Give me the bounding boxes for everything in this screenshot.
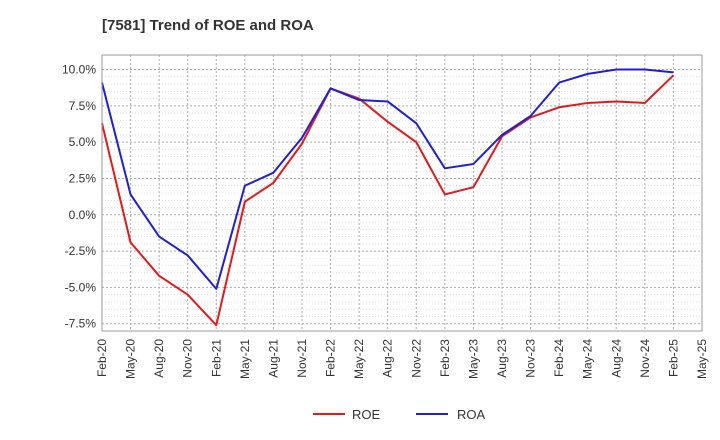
y-tick-label: 10.0% xyxy=(62,63,96,77)
grid-lines xyxy=(101,55,703,331)
x-tick-label: Feb-23 xyxy=(438,339,452,377)
y-tick-label: -5.0% xyxy=(65,280,97,294)
x-tick-label: Feb-22 xyxy=(324,339,338,377)
y-tick-labels: 10.0% 7.5% 5.0% 2.5% 0.0% -2.5% -5.0% -7.5% xyxy=(62,63,96,331)
x-tick-label: May-21 xyxy=(238,339,252,379)
legend-label-roa: ROA xyxy=(457,407,486,422)
series-line-roa xyxy=(101,68,674,290)
x-tick-label: Nov-21 xyxy=(295,339,309,378)
x-tick-label: May-23 xyxy=(466,339,480,379)
y-tick-label: 2.5% xyxy=(69,171,97,185)
y-tick-label: -7.5% xyxy=(65,317,97,331)
y-tick-label: 0.0% xyxy=(69,208,97,222)
x-tick-label: Aug-20 xyxy=(152,339,166,378)
x-tick-label: Aug-24 xyxy=(609,339,623,378)
x-tick-label: Aug-21 xyxy=(266,339,280,378)
series-lines xyxy=(101,68,675,327)
x-tick-label: Feb-25 xyxy=(666,339,680,377)
x-tick-label: Nov-23 xyxy=(524,339,538,378)
x-tick-label: Feb-20 xyxy=(95,339,109,377)
x-tick-label: Nov-20 xyxy=(181,339,195,378)
plot-frame xyxy=(101,54,703,332)
x-tick-label: Feb-24 xyxy=(552,339,566,377)
x-tick-label: May-22 xyxy=(352,339,366,379)
x-tick-label: May-24 xyxy=(581,339,595,379)
x-tick-label: Feb-21 xyxy=(209,339,223,377)
x-tick-label: May-25 xyxy=(695,339,709,379)
y-tick-label: -2.5% xyxy=(65,244,97,258)
x-tick-label: May-20 xyxy=(124,339,138,379)
x-tick-labels: Feb-20 May-20 Aug-20 Nov-20 Feb-21 May-21 Aug-… xyxy=(95,339,709,379)
x-tick-label: Nov-22 xyxy=(409,339,423,378)
chart-title: [7581] Trend of ROE and ROA xyxy=(102,17,314,34)
y-tick-label: 5.0% xyxy=(69,135,97,149)
legend: ROE ROA xyxy=(313,407,486,422)
x-tick-label: Aug-22 xyxy=(381,339,395,378)
x-tick-label: Nov-24 xyxy=(638,339,652,378)
y-tick-label: 7.5% xyxy=(69,99,97,113)
series-line-roe xyxy=(101,74,675,327)
legend-label-roe: ROE xyxy=(352,407,381,422)
x-tick-label: Aug-23 xyxy=(495,339,509,378)
